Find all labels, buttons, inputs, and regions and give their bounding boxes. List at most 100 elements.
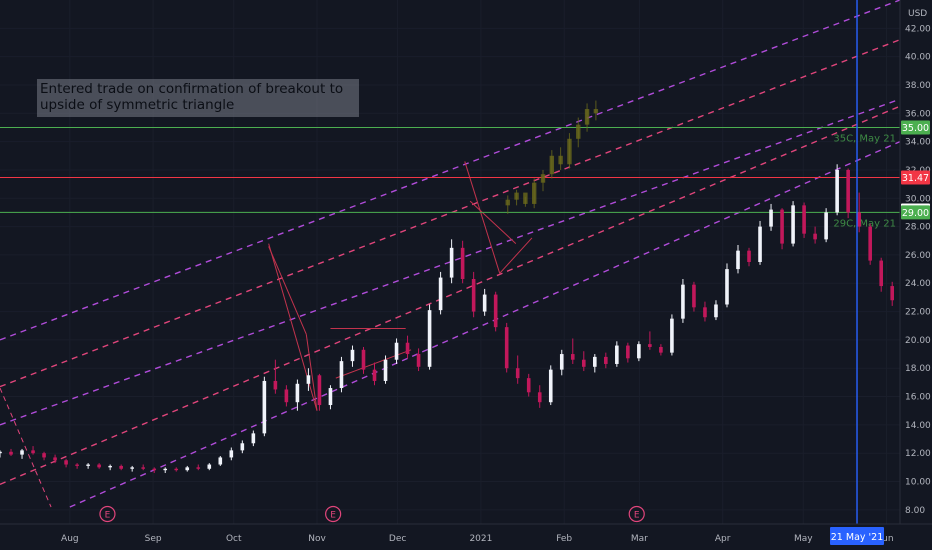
candle-body[interactable]: [548, 369, 553, 403]
candle-body[interactable]: [328, 388, 333, 406]
candle-body[interactable]: [493, 294, 498, 328]
earnings-marker-icon[interactable]: [628, 505, 645, 523]
candle-body[interactable]: [405, 342, 410, 355]
candle-body[interactable]: [31, 450, 35, 454]
candle-body[interactable]: [0, 451, 2, 454]
candle-body[interactable]: [130, 467, 134, 469]
candle-body[interactable]: [670, 318, 674, 353]
candle-body[interactable]: [438, 277, 443, 311]
candle-body[interactable]: [9, 451, 13, 455]
candle-body[interactable]: [648, 344, 652, 347]
plot-area[interactable]: 35C, May 21 29C, May 21 E E E: [0, 0, 932, 524]
candle-body[interactable]: [570, 354, 575, 360]
candle-body[interactable]: [758, 226, 762, 262]
candle-body[interactable]: [251, 433, 256, 444]
candle-body[interactable]: [471, 278, 476, 312]
candle-body[interactable]: [119, 465, 123, 469]
candle-body[interactable]: [780, 209, 784, 244]
candle-body[interactable]: [372, 369, 377, 381]
candle-body[interactable]: [504, 327, 509, 369]
candle-body[interactable]: [615, 345, 619, 364]
candle-body[interactable]: [449, 247, 454, 278]
time-axis[interactable]: Aug Sep Oct Nov Dec 2021 Feb Mar Apr May Jun: [0, 523, 932, 544]
candle-body[interactable]: [20, 450, 24, 455]
candle-body[interactable]: [857, 212, 861, 227]
candle-body[interactable]: [802, 205, 806, 234]
candle-body[interactable]: [53, 457, 57, 461]
candle-body[interactable]: [97, 464, 101, 468]
candle-body[interactable]: [824, 212, 828, 240]
trade-note-annotation[interactable]: Entered trade on confirmation of breakou…: [37, 79, 359, 117]
pattern-trendline[interactable]: [499, 237, 533, 274]
candle-body[interactable]: [526, 378, 531, 393]
candle-body[interactable]: [383, 359, 388, 381]
candle-body[interactable]: [174, 468, 179, 471]
candle-body[interactable]: [604, 356, 608, 364]
earnings-marker-icon[interactable]: [99, 505, 116, 523]
candle-body[interactable]: [868, 226, 872, 261]
candle-body[interactable]: [769, 209, 773, 227]
candle-body[interactable]: [879, 260, 883, 287]
candle-body[interactable]: [626, 345, 630, 359]
candle-body[interactable]: [240, 443, 245, 451]
candle-body[interactable]: [185, 467, 190, 471]
candle-body[interactable]: [537, 392, 542, 403]
candle-body[interactable]: [835, 169, 839, 213]
candle-body[interactable]: [637, 344, 641, 359]
candle-body[interactable]: [460, 247, 465, 279]
candle-body[interactable]: [75, 464, 79, 466]
candle-body[interactable]: [229, 450, 234, 458]
candle-body[interactable]: [736, 250, 740, 270]
candle-body[interactable]: [163, 468, 168, 471]
pattern-trendline[interactable]: [0, 387, 52, 508]
candle-body[interactable]: [747, 250, 751, 262]
candle-body[interactable]: [339, 361, 344, 389]
candle-body[interactable]: [64, 460, 68, 465]
candle-body[interactable]: [306, 375, 311, 384]
candle-body[interactable]: [317, 375, 322, 406]
candle-body[interactable]: [394, 342, 399, 360]
candle-body[interactable]: [218, 457, 223, 465]
candle-body[interactable]: [196, 467, 201, 469]
candle-body[interactable]: [681, 284, 685, 319]
candle-body[interactable]: [692, 284, 696, 308]
candle-body[interactable]: [284, 389, 289, 403]
candle-body[interactable]: [86, 464, 90, 466]
candle-body[interactable]: [262, 380, 267, 434]
pattern-trendline[interactable]: [268, 246, 307, 335]
candle-body[interactable]: [108, 465, 112, 468]
candle-body[interactable]: [273, 380, 278, 390]
candle-body[interactable]: [416, 354, 421, 367]
candle-body[interactable]: [515, 368, 520, 379]
candle-body[interactable]: [846, 169, 850, 213]
pattern-trendline[interactable]: [464, 161, 501, 274]
pattern-trendline[interactable]: [335, 349, 412, 379]
candle-body[interactable]: [725, 269, 729, 305]
candle-body[interactable]: [559, 354, 564, 370]
parallel-channel-line[interactable]: [0, 39, 900, 388]
pattern-trendline[interactable]: [305, 334, 318, 411]
candle-body[interactable]: [295, 383, 300, 403]
candle-body[interactable]: [813, 233, 817, 240]
candle-body[interactable]: [42, 453, 46, 458]
candle-body[interactable]: [152, 468, 157, 471]
candle-body[interactable]: [482, 294, 487, 312]
candle-body[interactable]: [890, 286, 895, 301]
earnings-marker-icon[interactable]: [325, 505, 342, 523]
candle-body[interactable]: [581, 359, 586, 367]
candle-body[interactable]: [141, 467, 145, 469]
parallel-channel-line[interactable]: [0, 105, 900, 485]
parallel-channel-line[interactable]: [69, 140, 900, 508]
candle-body[interactable]: [703, 307, 707, 318]
pattern-trendline[interactable]: [469, 200, 517, 244]
candle-body[interactable]: [361, 349, 366, 370]
candle-body[interactable]: [714, 304, 718, 318]
candle-body[interactable]: [791, 205, 795, 244]
candle-body[interactable]: [207, 464, 212, 469]
candle-body[interactable]: [427, 310, 432, 367]
candle-body[interactable]: [350, 349, 355, 362]
candle-body[interactable]: [593, 356, 597, 367]
candle-body[interactable]: [659, 346, 663, 353]
